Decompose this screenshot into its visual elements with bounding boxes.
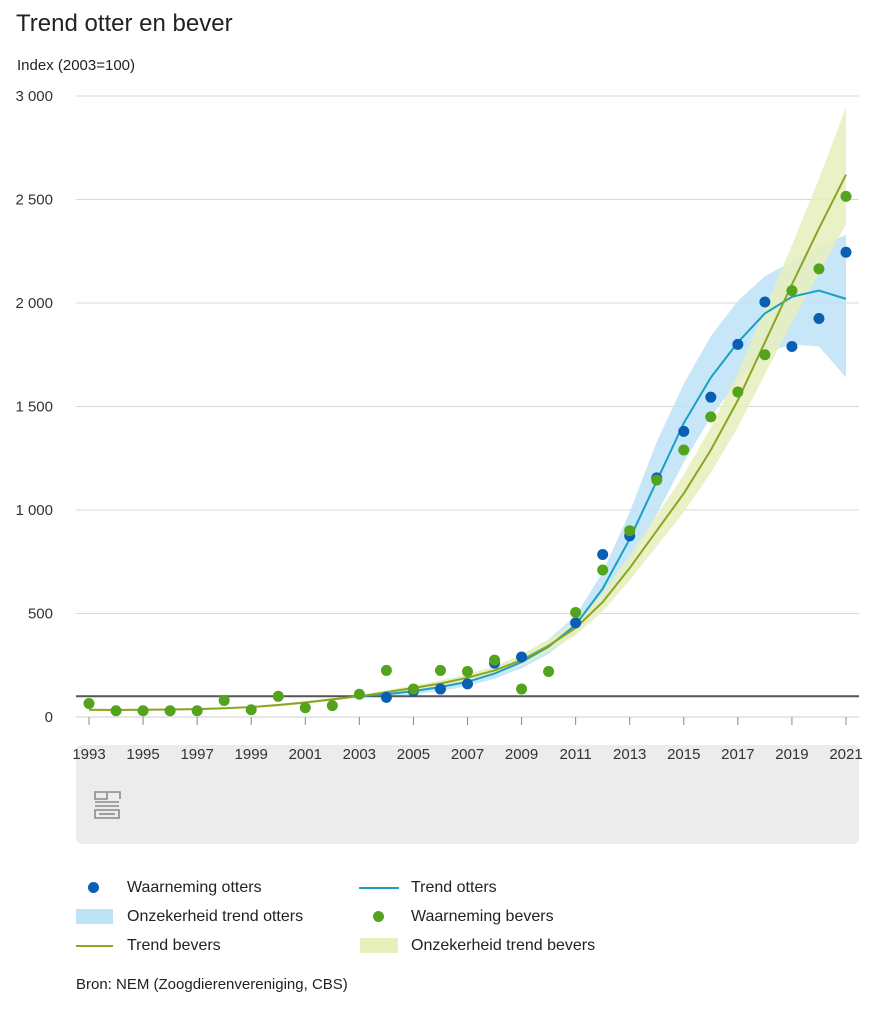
y-tick-label: 1 000 [15, 502, 53, 519]
point-bevers [489, 654, 501, 666]
y-tick-label: 500 [28, 606, 53, 623]
point-bevers [759, 349, 771, 361]
point-bevers [543, 665, 555, 677]
x-tick-label: 2003 [343, 746, 376, 763]
point-bevers [164, 705, 176, 717]
trend-line-bevers [88, 174, 847, 711]
logo-panel [76, 745, 859, 844]
y-tick-label: 2 000 [15, 295, 53, 312]
legend-label-obs-bevers: Waarneming bevers [411, 908, 554, 925]
x-tick-label: 1997 [180, 746, 213, 763]
legend-swatch-trend-bevers [76, 945, 113, 947]
point-bevers [326, 700, 338, 712]
y-tick-label: 3 000 [15, 88, 53, 105]
x-tick-label: 2015 [667, 746, 700, 763]
point-bevers [272, 690, 284, 702]
point-otters [786, 340, 798, 352]
point-bevers [110, 705, 122, 717]
point-otters [597, 549, 609, 561]
point-otters [732, 338, 744, 350]
x-tick-label: 2019 [775, 746, 808, 763]
x-tick-label: 2017 [721, 746, 754, 763]
x-tick-label: 1999 [235, 746, 268, 763]
legend-label-trend-bevers: Trend bevers [127, 937, 221, 954]
x-tick-label: 2007 [451, 746, 484, 763]
point-otters [840, 246, 852, 258]
legend-swatch-trend-otters [359, 887, 399, 889]
legend-label-band-otters: Onzekerheid trend otters [127, 908, 304, 925]
cbs-logo-icon [94, 791, 121, 819]
point-bevers [516, 683, 528, 695]
y-tick-label: 1 500 [15, 399, 53, 416]
point-bevers [732, 386, 744, 398]
point-bevers [407, 683, 419, 695]
point-bevers [299, 702, 311, 714]
point-bevers [434, 664, 446, 676]
point-bevers [83, 698, 95, 710]
point-bevers [137, 705, 149, 717]
point-bevers [813, 263, 825, 275]
x-tick-label: 2009 [505, 746, 538, 763]
x-tick-label: 1995 [126, 746, 159, 763]
y-tick-label: 0 [45, 709, 53, 726]
legend-swatch-obs-bevers [373, 911, 384, 922]
x-tick-label: 2001 [289, 746, 322, 763]
band-otters [359, 234, 846, 698]
point-bevers [462, 665, 473, 677]
point-otters [462, 678, 473, 690]
point-otters [380, 691, 392, 703]
x-tick-label: 2013 [613, 746, 646, 763]
x-tick-label: 2021 [829, 746, 862, 763]
point-otters [434, 683, 446, 695]
point-bevers [678, 444, 690, 456]
x-tick-label: 1993 [72, 746, 105, 763]
source-note: Bron: NEM (Zoogdierenvereniging, CBS) [76, 976, 348, 993]
point-otters [516, 651, 528, 663]
point-bevers [380, 664, 392, 676]
legend-swatch-obs-otters [88, 882, 99, 893]
point-otters [705, 391, 717, 403]
point-bevers [597, 564, 609, 576]
x-tick-label: 2005 [397, 746, 430, 763]
point-bevers [786, 285, 798, 297]
legend-swatch-band-otters [76, 909, 113, 924]
x-tick-label: 2011 [560, 746, 592, 763]
chart-title: Trend otter en bever [16, 10, 233, 37]
point-bevers [624, 525, 636, 537]
point-bevers [840, 190, 852, 202]
point-bevers [218, 694, 230, 706]
point-bevers [353, 688, 365, 700]
legend-swatch-band-bevers [360, 938, 398, 953]
point-bevers [191, 705, 203, 717]
point-bevers [651, 474, 663, 486]
point-otters [678, 425, 690, 437]
point-otters [570, 617, 582, 629]
point-bevers [570, 606, 582, 618]
y-tick-label: 2 500 [15, 192, 53, 209]
y-axis-label: Index (2003=100) [17, 57, 135, 74]
point-otters [813, 313, 825, 325]
legend-label-band-bevers: Onzekerheid trend bevers [411, 937, 596, 954]
point-otters [759, 296, 771, 308]
legend-label-trend-otters: Trend otters [411, 879, 497, 896]
legend-label-obs-otters: Waarneming otters [127, 879, 262, 896]
point-bevers [705, 411, 717, 423]
point-bevers [245, 704, 257, 716]
